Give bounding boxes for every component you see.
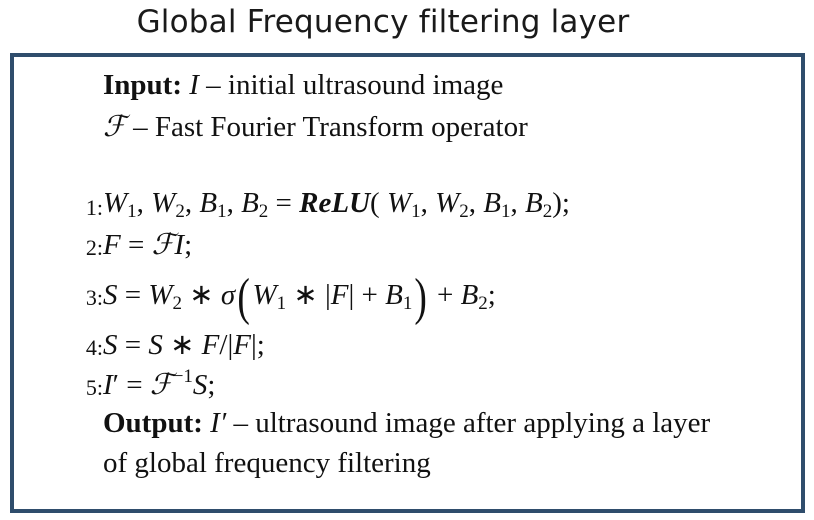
page-title: Global Frequency filtering layer — [136, 4, 630, 40]
step-number-1: 1: — [85, 195, 103, 220]
step-2: F = ℱI; — [103, 227, 193, 261]
output-label: Output: — [103, 407, 203, 439]
input-label: Input: — [103, 69, 182, 101]
algorithm-box: Input: I – initial ultrasound image ℱ – … — [10, 53, 805, 513]
input-line: Input: I – initial ultrasound image — [103, 69, 503, 102]
step-4: S = S ∗ F/|F|; — [103, 329, 265, 361]
step-number-4: 4: — [85, 335, 103, 360]
step-3: S = W2 ∗ σ(W1 ∗ |F| + B1) + B2; — [103, 269, 496, 326]
input-symbol: I — [189, 69, 199, 101]
operator-description: – Fast Fourier Transform operator — [133, 111, 528, 143]
step-number-5: 5: — [85, 375, 103, 400]
output-symbol: I′ — [210, 407, 227, 439]
output-description: – ultrasound image after applying a laye… — [233, 407, 711, 439]
step-1: W1, W2, B1, B2 = ReLU( W1, W2, B1, B2); — [103, 187, 570, 222]
step-5: I′ = ℱ−1S; — [103, 366, 216, 401]
step-number-2: 2: — [85, 235, 103, 260]
input-description: – initial ultrasound image — [206, 69, 504, 101]
step-number-3: 3: — [85, 285, 103, 310]
operator-symbol: ℱ — [103, 109, 126, 143]
relu-function: ReLU — [299, 187, 371, 219]
output-line: Output: I′ – ultrasound image after appl… — [103, 407, 710, 440]
operator-line: ℱ – Fast Fourier Transform operator — [103, 109, 528, 144]
output-line-2: of global frequency filtering — [103, 447, 431, 479]
